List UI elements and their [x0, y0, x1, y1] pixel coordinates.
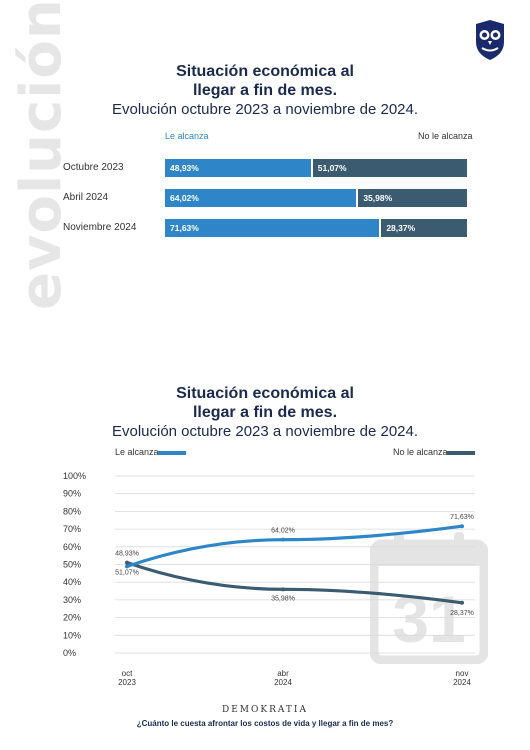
owl-logo-icon [476, 20, 504, 60]
chart2-y-tick-label: 80% [63, 506, 81, 516]
calendar-31-icon: 31 [370, 532, 488, 664]
chart2-title-line2: llegar a fin de mes. [192, 404, 338, 421]
chart1-title-block: Situación económica al llegar a fin de m… [0, 62, 530, 119]
chart2-data-label-le-alcanza: 64,02% [271, 528, 295, 535]
chart2-y-tick-label: 20% [63, 613, 81, 623]
chart1-subtitle: Evolución octubre 2023 a noviembre de 20… [111, 101, 419, 118]
chart1-bar-no-le-alcanza: 28,37% [381, 219, 467, 237]
chart1-row-label: Abril 2024 [63, 192, 109, 203]
chart2-y-tick-label: 90% [63, 489, 81, 499]
chart2-point-le-alcanza [125, 564, 129, 569]
chart2-data-label-no-le-alcanza: 35,98% [271, 595, 295, 602]
chart2-data-label-no-le-alcanza: 28,37% [450, 610, 474, 617]
chart2-x-tick-label: oct [122, 669, 133, 678]
chart1-bar-no-le-alcanza: 51,07% [312, 159, 467, 177]
chart1-bar-le-alcanza: 71,63% [165, 219, 380, 237]
chart2-y-tick-label: 40% [63, 577, 81, 587]
chart2-point-no-le-alcanza [460, 600, 464, 605]
chart1-row-label: Noviembre 2024 [63, 222, 137, 233]
chart1-bar-le-alcanza: 64,02% [165, 189, 357, 207]
chart2-point-no-le-alcanza [125, 560, 129, 565]
chart1-row-label: Octubre 2023 [63, 162, 124, 173]
chart2-legend-b-swatch [447, 451, 475, 455]
svg-text:31: 31 [392, 582, 465, 656]
chart2-y-tick-label: 60% [63, 542, 81, 552]
chart1-bar-le-alcanza: 48,93% [165, 159, 311, 177]
chart2-legend-a-swatch [158, 451, 186, 455]
chart2-y-tick-label: 70% [63, 524, 81, 534]
chart2-y-tick-label: 10% [63, 630, 81, 640]
chart2-x-tick-label: nov [456, 669, 469, 678]
chart2-point-le-alcanza [281, 537, 285, 542]
chart2-y-tick-label: 50% [63, 560, 81, 570]
chart2-title-line1: Situación económica al [176, 385, 354, 402]
chart2-y-tick-label: 0% [63, 648, 76, 658]
chart2-x-tick-year: 2023 [118, 678, 136, 687]
survey-question: ¿Cuánto le cuesta afrontar los costos de… [136, 719, 394, 728]
chart2-point-le-alcanza [460, 524, 464, 529]
brand-wordmark: DEMOKRATIA [222, 705, 308, 715]
chart2-point-no-le-alcanza [281, 587, 285, 592]
chart2-legend-a: Le alcanza [115, 447, 159, 457]
chart2-y-tick-label: 30% [63, 595, 81, 605]
chart1-title-line2: llegar a fin de mes. [192, 82, 338, 99]
chart1-legend-a: Le alcanza [165, 131, 209, 141]
chart1-title-line1: Situación económica al [176, 63, 354, 80]
chart2-title-block: Situación económica al llegar a fin de m… [0, 384, 530, 441]
chart2-subtitle: Evolución octubre 2023 a noviembre de 20… [111, 423, 419, 440]
chart2-data-label-le-alcanza: 71,63% [450, 514, 474, 521]
chart2-x-tick-year: 2024 [453, 678, 471, 687]
chart1-bar-no-le-alcanza: 35,98% [358, 189, 467, 207]
chart2-y-tick-label: 100% [63, 471, 86, 481]
chart2-line-chart: 100% 90% 80% 70% 60% 50% 40% 30% 20% 10% 0% oct2023… [63, 471, 475, 687]
chart1-legend-b: No le alcanza [418, 131, 473, 141]
chart2-legend-b: No le alcanza [393, 447, 448, 457]
chart2-data-label-le-alcanza: 51,07% [115, 569, 139, 576]
chart2-x-tick-year: 2024 [274, 678, 292, 687]
chart2-data-label-no-le-alcanza: 48,93% [115, 551, 139, 558]
chart2-x-tick-label: abr [277, 669, 289, 678]
